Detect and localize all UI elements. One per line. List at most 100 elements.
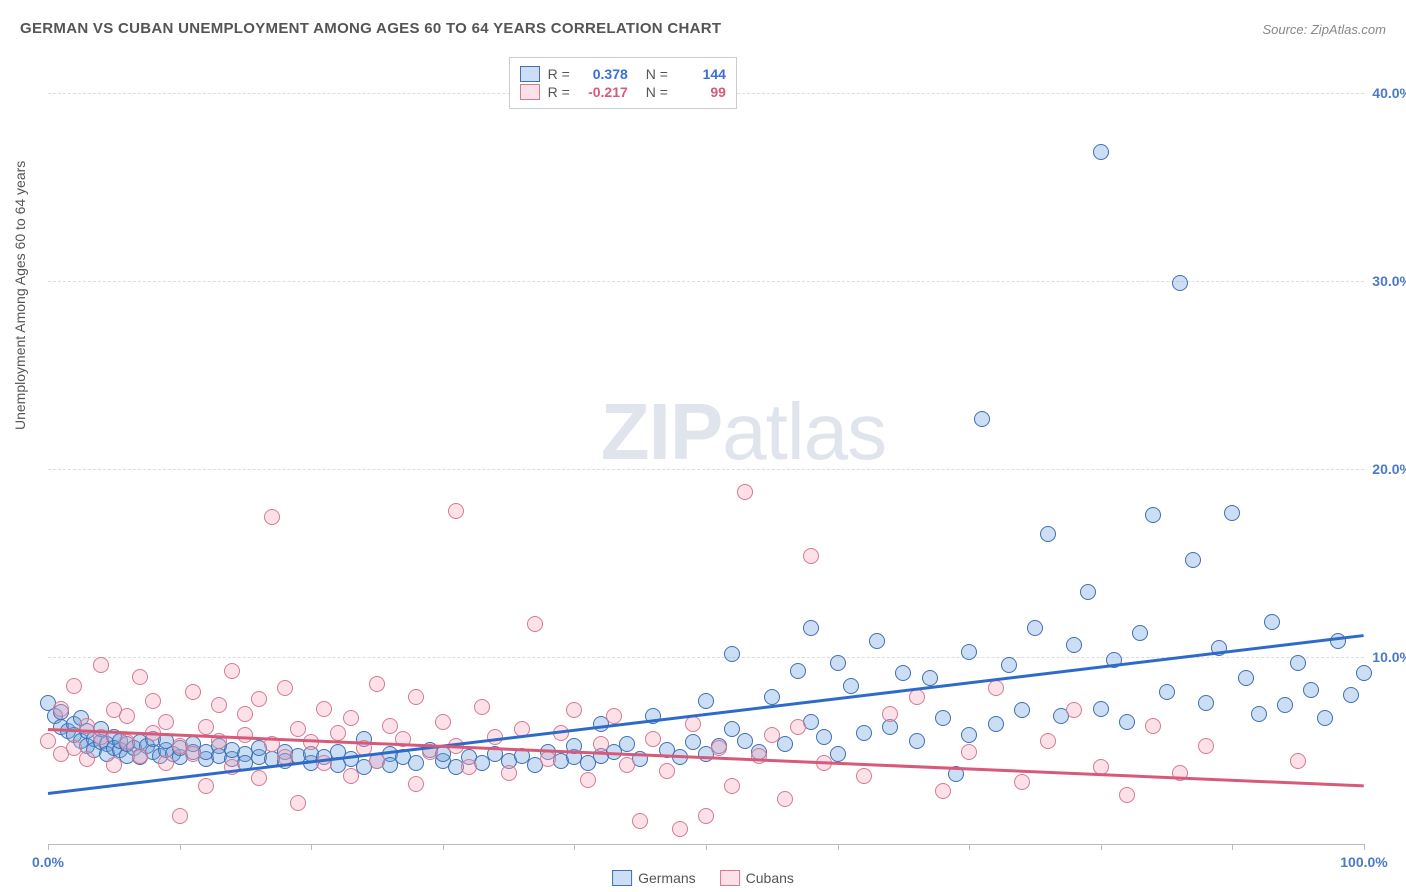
data-point [448, 503, 464, 519]
data-point [132, 669, 148, 685]
data-point [93, 657, 109, 673]
data-point [185, 746, 201, 762]
data-point [935, 783, 951, 799]
data-point [895, 665, 911, 681]
legend-label: Cubans [746, 870, 794, 886]
data-point [501, 765, 517, 781]
data-point [777, 736, 793, 752]
data-point [408, 689, 424, 705]
data-point [237, 727, 253, 743]
legend-item: Cubans [720, 870, 794, 886]
data-point [158, 714, 174, 730]
n-value: 99 [676, 84, 726, 100]
data-point [724, 646, 740, 662]
data-point [580, 772, 596, 788]
data-point [1172, 275, 1188, 291]
data-point [909, 689, 925, 705]
data-point [251, 691, 267, 707]
data-point [224, 663, 240, 679]
y-tick-label: 20.0% [1372, 461, 1406, 477]
source-name: ZipAtlas.com [1311, 22, 1386, 37]
data-point [1066, 702, 1082, 718]
x-tick [1232, 844, 1233, 850]
y-tick-label: 10.0% [1372, 649, 1406, 665]
data-point [1303, 682, 1319, 698]
data-point [66, 740, 82, 756]
data-point [790, 663, 806, 679]
data-point [106, 757, 122, 773]
x-tick [838, 844, 839, 850]
data-point [1185, 552, 1201, 568]
data-point [527, 616, 543, 632]
watermark-light: atlas [722, 387, 886, 476]
data-point [1224, 505, 1240, 521]
data-point [974, 411, 990, 427]
stats-row: R =0.378N =144 [520, 66, 726, 82]
data-point [1080, 584, 1096, 600]
legend-swatch [520, 66, 540, 82]
y-tick-label: 30.0% [1372, 273, 1406, 289]
data-point [737, 484, 753, 500]
x-tick [443, 844, 444, 850]
data-point [1040, 526, 1056, 542]
data-point [724, 778, 740, 794]
data-point [1145, 507, 1161, 523]
data-point [790, 719, 806, 735]
data-point [1251, 706, 1267, 722]
data-point [1066, 637, 1082, 653]
data-point [1093, 701, 1109, 717]
data-point [119, 734, 135, 750]
r-value: 0.378 [578, 66, 628, 82]
chart-title: GERMAN VS CUBAN UNEMPLOYMENT AMONG AGES … [20, 20, 721, 37]
data-point [1119, 787, 1135, 803]
data-point [593, 736, 609, 752]
data-point [172, 808, 188, 824]
n-label: N = [646, 84, 668, 100]
x-tick [180, 844, 181, 850]
data-point [764, 689, 780, 705]
data-point [1198, 738, 1214, 754]
data-point [158, 755, 174, 771]
stats-row: R =-0.217N =99 [520, 84, 726, 100]
data-point [369, 676, 385, 692]
watermark-bold: ZIP [601, 387, 722, 476]
data-point [724, 721, 740, 737]
data-point [685, 716, 701, 732]
data-point [303, 734, 319, 750]
data-point [1040, 733, 1056, 749]
data-point [40, 733, 56, 749]
data-point [856, 768, 872, 784]
data-point [1093, 144, 1109, 160]
data-point [711, 740, 727, 756]
data-point [435, 714, 451, 730]
data-point [408, 776, 424, 792]
data-point [935, 710, 951, 726]
data-point [1290, 753, 1306, 769]
legend-label: Germans [638, 870, 696, 886]
gridline [48, 469, 1364, 470]
legend-swatch [612, 870, 632, 886]
data-point [1198, 695, 1214, 711]
legend-item: Germans [612, 870, 696, 886]
data-point [408, 755, 424, 771]
data-point [685, 734, 701, 750]
legend-swatch [520, 84, 540, 100]
data-point [1145, 718, 1161, 734]
data-point [843, 678, 859, 694]
x-tick [1364, 844, 1365, 850]
data-point [251, 770, 267, 786]
data-point [659, 763, 675, 779]
data-point [988, 680, 1004, 696]
data-point [277, 680, 293, 696]
data-point [185, 684, 201, 700]
x-tick-label: 100.0% [1340, 854, 1387, 870]
data-point [869, 633, 885, 649]
data-point [461, 759, 477, 775]
legend-swatch [720, 870, 740, 886]
data-point [237, 706, 253, 722]
data-point [198, 719, 214, 735]
data-point [922, 670, 938, 686]
data-point [1027, 620, 1043, 636]
data-point [619, 757, 635, 773]
data-point [211, 697, 227, 713]
